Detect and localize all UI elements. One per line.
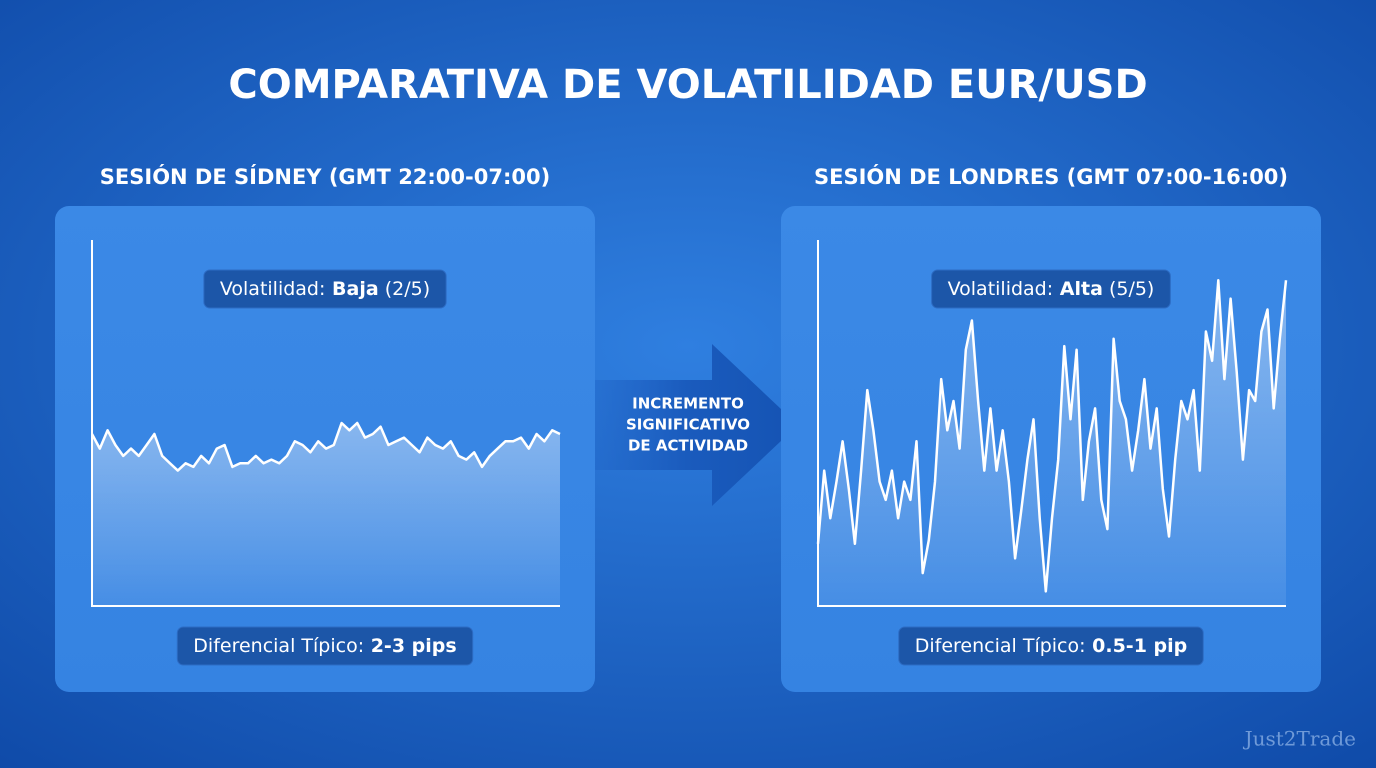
page-title: COMPARATIVA DE VOLATILIDAD EUR/USD (228, 62, 1147, 108)
pill-background (176, 626, 474, 666)
pill-text: Volatilidad: Baja (2/5) (220, 278, 430, 300)
arrow-text: DE ACTIVIDAD (628, 437, 748, 455)
chart-title: SESIÓN DE SÍDNEY (GMT 22:00-07:00) (100, 164, 550, 189)
line-area (92, 423, 560, 606)
pill-text: Diferencial Típico: 0.5-1 pip (915, 635, 1188, 657)
pill-part: Volatilidad: (948, 278, 1054, 300)
arrow-text: INCREMENTO (632, 395, 744, 413)
pill-part: Diferencial Típico: (915, 635, 1086, 657)
pill-part: (5/5) (1103, 278, 1154, 300)
axis (817, 240, 1286, 607)
pill-text: Volatilidad: Alta (5/5) (948, 278, 1155, 300)
label-pill: Volatilidad: Alta (5/5) (931, 269, 1171, 309)
pill-text: Diferencial Típico: 2-3 pips (193, 635, 456, 657)
axis (91, 240, 560, 607)
pill-part: Volatilidad: (220, 278, 326, 300)
chart-title: SESIÓN DE LONDRES (GMT 07:00-16:00) (814, 164, 1288, 189)
pill-part: 0.5-1 pip (1086, 635, 1188, 657)
pill-part: Diferencial Típico: (193, 635, 364, 657)
line (90, 421, 561, 472)
line (816, 279, 1288, 593)
pill-background (898, 626, 1204, 666)
label-pill: Diferencial Típico: 2-3 pips (176, 626, 474, 666)
pill-part: Alta (1053, 278, 1103, 300)
pill-background (931, 269, 1171, 309)
arrow-text: SIGNIFICATIVO (626, 416, 750, 434)
line-area (818, 280, 1286, 606)
watermark: Just2Trade (1243, 727, 1356, 751)
pill-part: Baja (325, 278, 378, 300)
pill-part: 2-3 pips (364, 635, 457, 657)
pill-part: (2/5) (379, 278, 430, 300)
label-pill: Diferencial Típico: 0.5-1 pip (898, 626, 1204, 666)
pill-background (203, 269, 447, 309)
label-pill: Volatilidad: Baja (2/5) (203, 269, 447, 309)
arrow (575, 344, 798, 506)
